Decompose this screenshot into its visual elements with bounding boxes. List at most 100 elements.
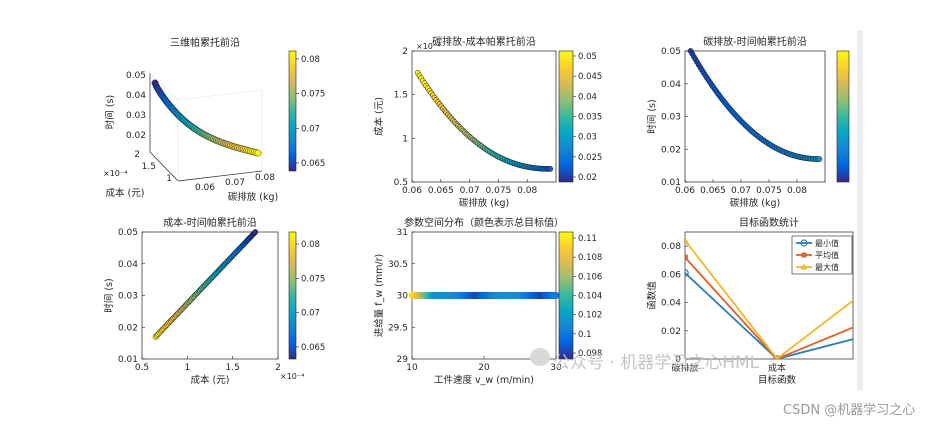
p2-colorbar-tick: 0.025 bbox=[578, 153, 602, 163]
p2-xtick: 0.06 bbox=[402, 186, 422, 196]
p1-xtick: 0.06 bbox=[195, 183, 215, 193]
p5-ytick: 30.5 bbox=[388, 260, 408, 270]
p3-ytick: 0.01 bbox=[661, 178, 681, 188]
p1-colorbar-tick: 0.065 bbox=[301, 159, 325, 169]
p3-point bbox=[816, 156, 823, 162]
p2-colorbar bbox=[558, 50, 574, 183]
p5-colorbar-tick: 0.098 bbox=[578, 349, 602, 359]
p1-ztick: 0.05 bbox=[126, 71, 146, 81]
p5-colorbar-tick: 0.106 bbox=[578, 272, 602, 282]
p6-ytick: 0.06 bbox=[661, 270, 681, 280]
p3-xtick: 0.08 bbox=[787, 186, 807, 196]
p2-colorbar-tick: 0.035 bbox=[578, 113, 602, 123]
p3-ytick: 0.05 bbox=[661, 47, 681, 57]
p4-colorbar-tick: 0.075 bbox=[301, 274, 325, 284]
p3-axes bbox=[684, 50, 826, 183]
p3-ylabel: 时间 (s) bbox=[646, 99, 658, 133]
p1-xtick: 0.07 bbox=[225, 178, 245, 188]
p4-points bbox=[152, 229, 259, 340]
p1-xtick: 0.08 bbox=[255, 173, 275, 183]
p3-title: 碳排放-时间帕累托前沿 bbox=[703, 35, 807, 48]
p1-colorbar bbox=[288, 50, 297, 172]
p3-ytick: 0.04 bbox=[661, 80, 681, 90]
p4-ytick: 0.01 bbox=[118, 355, 138, 365]
p5-colorbar-tick: 0.104 bbox=[578, 292, 602, 302]
p4-colorbar-tick: 0.07 bbox=[301, 309, 320, 319]
p5-points bbox=[408, 291, 560, 300]
p4-ytick: 0.02 bbox=[118, 323, 138, 333]
p1-xlabel: 碳排放 (kg) bbox=[228, 191, 278, 203]
p4-xexp: ×10⁻⁴ bbox=[280, 372, 304, 381]
p5-xtick: 20 bbox=[478, 363, 490, 373]
p3-ytick: 0.03 bbox=[661, 113, 681, 123]
p5-xtick: 10 bbox=[406, 363, 418, 373]
p4-xlabel: 成本 (元) bbox=[191, 374, 230, 386]
p6-legend-label: 最小值 bbox=[815, 238, 839, 248]
p2-colorbar-tick: 0.02 bbox=[578, 173, 597, 183]
p6-ylabel: 函数值 bbox=[646, 281, 658, 310]
p6-ytick: 0.08 bbox=[661, 242, 681, 252]
p4-colorbar bbox=[288, 231, 297, 360]
wechat-watermark: 公众号 · 机器学习之心HML bbox=[553, 353, 760, 373]
p5-colorbar-tick: 0.1 bbox=[578, 330, 592, 340]
p5-colorbar-tick: 0.108 bbox=[578, 253, 602, 263]
p2-ytick: 0.5 bbox=[394, 178, 408, 188]
p6-ytick: 0.02 bbox=[661, 327, 681, 337]
p2-xlabel: 碳排放 (kg) bbox=[459, 197, 509, 209]
p2-yexp: ×10⁻⁴ bbox=[416, 42, 440, 51]
p4-ytick: 0.04 bbox=[118, 260, 138, 270]
p1-title: 三维帕累托前沿 bbox=[170, 36, 240, 49]
p4-xtick: 1 bbox=[184, 363, 190, 373]
p2-xtick: 0.08 bbox=[517, 186, 537, 196]
p6-marker bbox=[685, 236, 689, 244]
p1-yexp: ×10⁻⁴ bbox=[103, 169, 127, 178]
p2-colorbar-tick: 0.03 bbox=[578, 133, 597, 143]
p4-xtick: 0.5 bbox=[135, 363, 149, 373]
right-edge-strip bbox=[857, 30, 863, 390]
p5-ytick: 29.5 bbox=[388, 323, 408, 333]
p1-x-axis bbox=[177, 170, 263, 182]
p5-xtick: 30 bbox=[550, 363, 562, 373]
p2-colorbar-tick: 0.045 bbox=[578, 72, 602, 82]
p2-colorbar-tick: 0.05 bbox=[578, 52, 597, 62]
csdn-watermark: CSDN @机器学习之心 bbox=[783, 403, 916, 418]
p3-xlabel: 碳排放 (kg) bbox=[730, 197, 780, 209]
p2-xtick: 0.075 bbox=[486, 186, 512, 196]
p4-title: 成本-时间帕累托前沿 bbox=[163, 216, 257, 229]
p2-ytick: 2 bbox=[402, 47, 408, 57]
p6-marker bbox=[685, 269, 689, 277]
p6-marker bbox=[866, 318, 872, 324]
p2-ytick: 1.5 bbox=[394, 91, 408, 101]
p4-axes bbox=[141, 231, 279, 360]
p4-colorbar-tick: 0.08 bbox=[301, 240, 320, 250]
p4-xtick: 1.5 bbox=[226, 363, 240, 373]
p1-colorbar-tick: 0.08 bbox=[301, 55, 320, 65]
p3-xtick: 0.06 bbox=[675, 186, 695, 196]
p3-xtick: 0.075 bbox=[756, 186, 782, 196]
p2-ylabel: 成本 (元) bbox=[373, 97, 385, 136]
p6-xtick: 碳排放 bbox=[671, 362, 698, 374]
p2-points bbox=[414, 69, 554, 172]
p6-marker bbox=[685, 254, 688, 261]
p1-ytick: 1.5 bbox=[142, 162, 156, 172]
p1-points bbox=[151, 79, 262, 157]
p4-xtick: 2 bbox=[275, 363, 281, 373]
p1-ztick: 0.02 bbox=[126, 131, 146, 141]
p5-xlabel: 工件速度 v_w (m/min) bbox=[434, 374, 534, 386]
p6-xtick: 成本 bbox=[768, 362, 786, 374]
p5-ytick: 31 bbox=[397, 228, 408, 238]
p6-legend-label: 平均值 bbox=[815, 250, 839, 260]
p5-ytick: 29 bbox=[397, 355, 409, 365]
p1-ztick: 0.04 bbox=[126, 91, 146, 101]
p6-marker bbox=[865, 284, 873, 291]
p1-ytick: 2 bbox=[134, 150, 140, 160]
p4-ytick: 0.05 bbox=[118, 228, 138, 238]
p2-title: 碳排放-成本帕累托前沿 bbox=[432, 35, 536, 48]
p5-colorbar-tick: 0.11 bbox=[578, 234, 597, 244]
p2-axes bbox=[411, 50, 557, 183]
p2-ytick: 1 bbox=[402, 134, 408, 144]
p1-ytick: 1 bbox=[166, 174, 172, 184]
p6-marker bbox=[774, 354, 780, 359]
